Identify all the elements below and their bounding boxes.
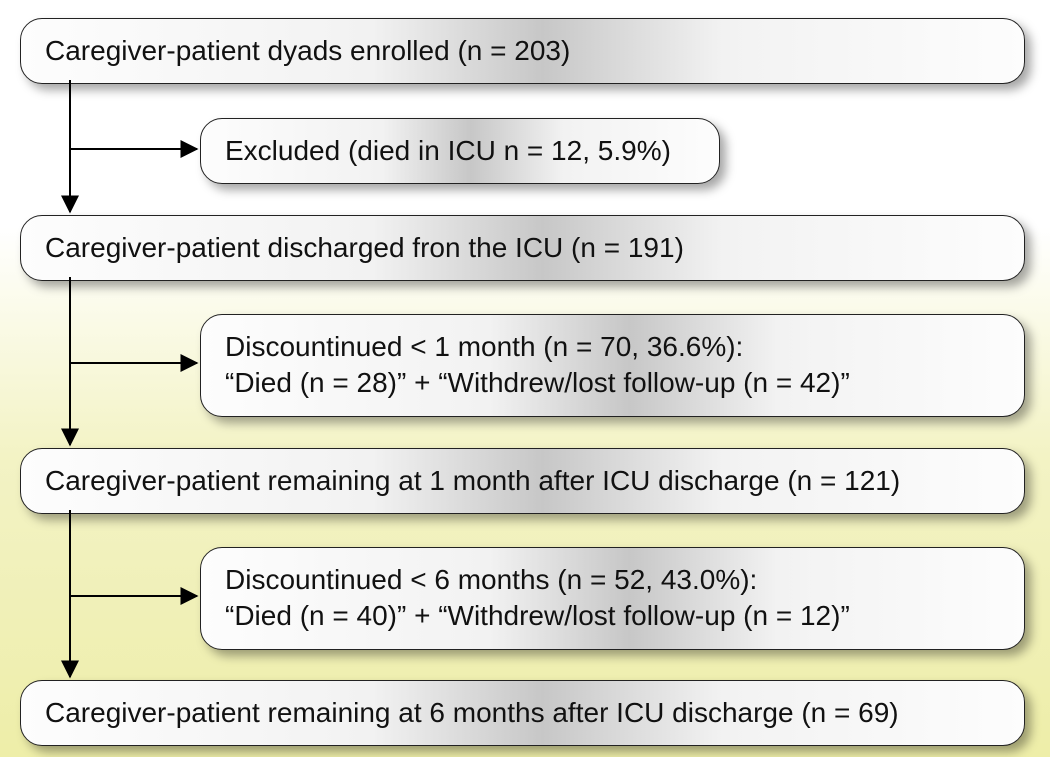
flow-node-enrolled: Caregiver-patient dyads enrolled (n = 20…	[20, 18, 1025, 84]
flow-node-remaining-1mo: Caregiver-patient remaining at 1 month a…	[20, 448, 1025, 514]
flow-node-remaining-6mo: Caregiver-patient remaining at 6 months …	[20, 680, 1025, 746]
flow-node-excluded: Excluded (died in ICU n = 12, 5.9%)	[200, 118, 720, 184]
flow-node-discont-1mo: Discountinued < 1 month (n = 70, 36.6%):…	[200, 314, 1025, 417]
flow-node-discont-6mo: Discountinued < 6 months (n = 52, 43.0%)…	[200, 547, 1025, 650]
flow-node-discharged: Caregiver-patient discharged fron the IC…	[20, 215, 1025, 281]
